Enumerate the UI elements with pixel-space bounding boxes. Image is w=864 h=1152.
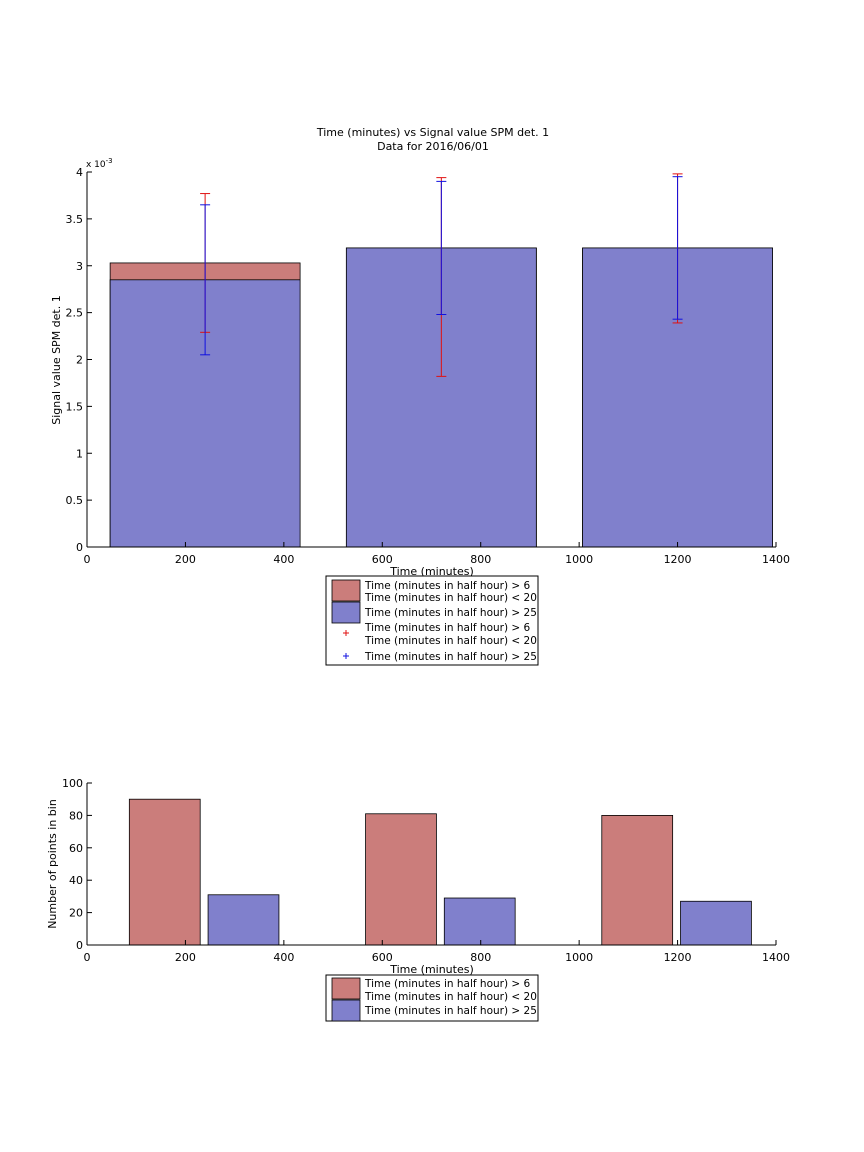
chart1-plot: 0 200 400 600 800 1000 1200 1400 0 0.5 1 1.5 2 2.5 3 3.… [66,166,791,566]
chart1-ytick-label: 1.5 [66,400,84,413]
chart1-ytick-label: 4 [76,166,83,179]
chart2-xtick-label: 0 [84,951,91,964]
chart1-legend-errred-line2: Time (minutes in half hour) < 20 [364,635,537,647]
chart2-ytick-label: 60 [69,842,83,855]
chart1-legend-box [325,575,539,666]
chart1-y-exponent-base: x 10 [86,160,106,170]
chart1-y-exponent: x 10-3 [86,157,113,170]
chart2-legend: Time (minutes in half hour) > 6 Time (mi… [325,974,539,1022]
chart2-plot: 0 200 400 600 800 1000 1200 1400 0 20 40 60 80 100 [62,777,790,964]
chart2-bar-blue [207,894,280,946]
chart1-xtick-label: 0 [84,553,91,566]
chart2-xtick-label: 1000 [565,951,593,964]
chart2-bar-blue [680,900,752,946]
chart1-ytick-label: 0.5 [66,494,84,507]
chart2-ylabel: Number of points in bin [46,799,59,929]
chart2-legend-blue-line: Time (minutes in half hour) > 25 [364,1005,537,1017]
chart1-legend-errred-line1: Time (minutes in half hour) > 6 [364,622,531,634]
chart2-legend-swatch-red [331,977,361,1000]
chart1-xtick-label: 200 [175,553,196,566]
chart1-legend: Time (minutes in half hour) > 6 Time (mi… [325,575,539,666]
chart2-ytick-label: 20 [69,907,83,920]
chart1-xtick-label: 400 [273,553,294,566]
chart1-legend-red-line2: Time (minutes in half hour) < 20 [364,592,537,604]
chart2-ytick-label: 0 [76,939,83,952]
chart1-legend-blue-marker [343,653,349,659]
chart1-legend-blue-line: Time (minutes in half hour) > 25 [364,607,537,619]
chart1-legend-swatch-blue [331,601,361,624]
chart2-xtick-label: 1200 [664,951,692,964]
chart1-subtitle: Data for 2016/06/01 [377,140,489,153]
chart1-xlabel: Time (minutes) [389,565,474,578]
chart2-xlabel: Time (minutes) [389,963,474,976]
chart2-xtick-label: 600 [372,951,393,964]
chart2-xtick-label: 200 [175,951,196,964]
chart1-xtick-label: 600 [372,553,393,566]
chart1-ytick-label: 3.5 [66,213,84,226]
chart2-bar-red [365,813,437,946]
chart2-ytick-label: 80 [69,809,83,822]
chart2-bar-red [601,815,674,946]
chart1-xtick-label: 1000 [565,553,593,566]
chart1-legend-errblue-line: Time (minutes in half hour) > 25 [364,651,537,663]
chart1-ytick-label: 1 [76,447,83,460]
chart1-legend-red-line1: Time (minutes in half hour) > 6 [364,580,531,592]
chart1-ytick-label: 3 [76,260,83,273]
chart2-legend-swatch-blue [331,999,361,1022]
chart1-y-exponent-power: -3 [106,157,113,165]
chart2-bar-red [128,798,201,946]
chart2-xtick-label: 1400 [762,951,790,964]
chart2-bar-blue [443,897,516,946]
chart2-legend-red-line2: Time (minutes in half hour) < 20 [364,991,537,1003]
chart1-xtick-label: 1400 [762,553,790,566]
chart2-ytick-label: 100 [62,777,83,790]
chart2-xtick-label: 800 [470,951,491,964]
chart1-legend-swatch-red [331,579,361,602]
chart2-legend-box [325,974,539,1022]
chart2-xtick-label: 400 [273,951,294,964]
chart1-legend-red-marker [343,630,349,636]
chart1-ytick-label: 2 [76,354,83,367]
chart2-ytick-label: 40 [69,874,83,887]
chart1-xtick-label: 1200 [664,553,692,566]
chart1-xtick-label: 800 [470,553,491,566]
chart2-legend-red-line1: Time (minutes in half hour) > 6 [364,978,531,990]
chart1-ytick-label: 0 [76,541,83,554]
chart1-ylabel: Signal value SPM det. 1 [50,295,63,425]
chart1-title: Time (minutes) vs Signal value SPM det. … [316,126,549,139]
chart1-ytick-label: 2.5 [66,307,84,320]
